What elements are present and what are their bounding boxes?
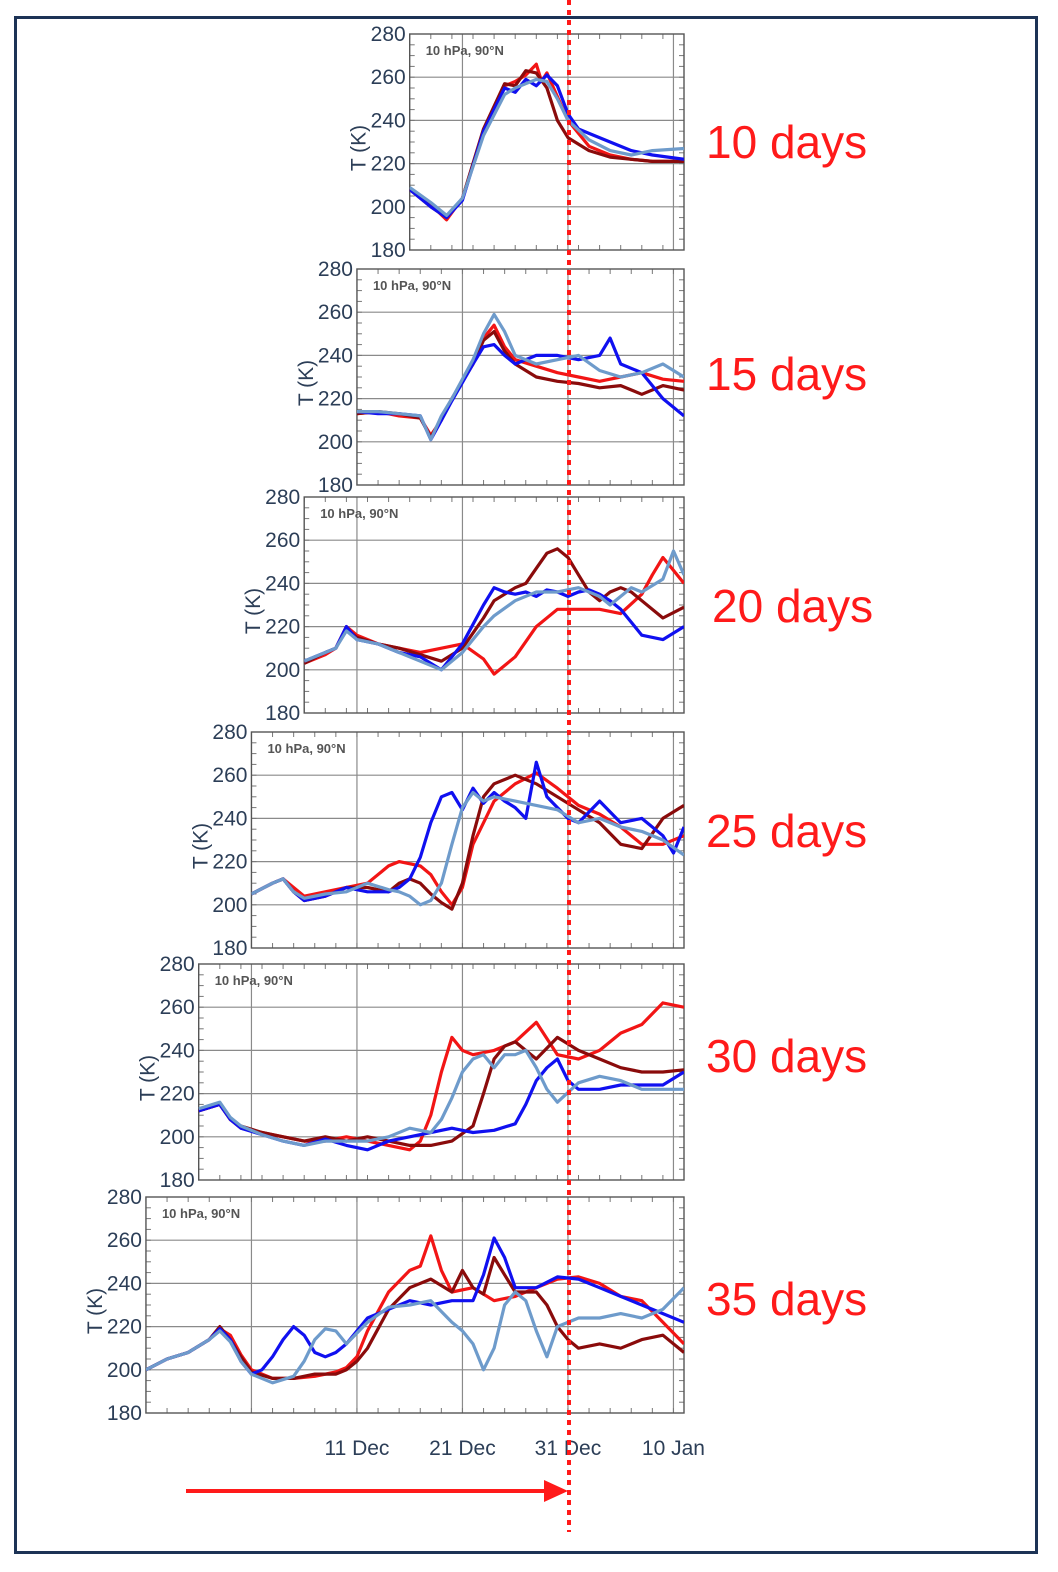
y-tick-label: 220 — [160, 1083, 195, 1106]
plot-area — [303, 496, 685, 714]
y-tick-label: 180 — [160, 1169, 195, 1192]
y-tick-label: 220 — [371, 153, 406, 176]
y-tick-label: 280 — [160, 953, 195, 976]
y-tick-label: 260 — [212, 764, 247, 787]
y-tick-label: 200 — [318, 431, 353, 454]
x-tick-label: 31 Dec — [535, 1437, 602, 1460]
panel-level-tag: 10 hPa, 90°N — [215, 973, 293, 988]
series-line-light-blue — [198, 1048, 684, 1148]
temperature-panel: 180 200 220 240 260 280 10 hPa, 90°N T (K) 25 da… — [189, 721, 867, 960]
plot-area — [250, 731, 685, 949]
y-tick-label: 260 — [318, 301, 353, 324]
lead-time-label: 35 days — [706, 1273, 867, 1325]
series-line-light-blue — [145, 1286, 684, 1385]
temperature-panel: 180 200 220 240 260 280 10 hPa, 90°N T (K) 30 da… — [137, 953, 867, 1192]
y-tick-label: 240 — [212, 807, 247, 830]
y-tick-label: 200 — [107, 1359, 142, 1382]
panel-level-tag: 10 hPa, 90°N — [267, 741, 345, 756]
arrow-head-icon — [544, 1480, 568, 1502]
y-tick-label: 260 — [107, 1229, 142, 1252]
y-tick-label: 240 — [318, 344, 353, 367]
series-line-red — [198, 1001, 684, 1152]
series-line-light-blue — [409, 77, 684, 217]
y-tick-label: 180 — [265, 702, 300, 725]
y-axis-label: T (K) — [295, 360, 318, 406]
x-tick-label: 21 Dec — [429, 1437, 496, 1460]
series-line-blue — [356, 336, 684, 442]
series-line-light-blue — [251, 790, 684, 907]
panel-level-tag: 10 hPa, 90°N — [320, 506, 398, 521]
y-tick-label: 260 — [160, 996, 195, 1019]
y-tick-label: 280 — [318, 258, 353, 281]
y-tick-label: 200 — [212, 894, 247, 917]
series-line-blue — [145, 1236, 684, 1376]
y-tick-label: 200 — [371, 196, 406, 219]
y-tick-label: 220 — [212, 851, 247, 874]
y-tick-label: 240 — [107, 1272, 142, 1295]
series-line-blue — [409, 73, 684, 220]
y-tick-label: 280 — [212, 721, 247, 744]
y-axis-label: T (K) — [137, 1055, 160, 1101]
y-tick-label: 260 — [265, 529, 300, 552]
y-tick-label: 220 — [318, 388, 353, 411]
plot-area — [356, 268, 685, 486]
series-line-dark-red — [251, 773, 684, 911]
plot-area — [145, 1196, 685, 1414]
y-tick-label: 180 — [107, 1402, 142, 1425]
panel-level-tag: 10 hPa, 90°N — [162, 1206, 240, 1221]
y-axis-label: T (K) — [348, 125, 371, 171]
series-line-red — [304, 555, 684, 676]
figure-frame — [14, 16, 1038, 1554]
temperature-panel: 180 200 220 240 260 280 10 hPa, 90°N T (K) 15 da… — [295, 258, 867, 497]
temperature-panel: 180 200 220 240 260 280 10 hPa, 90°N T (K) 10 da… — [348, 23, 867, 262]
y-tick-label: 200 — [160, 1126, 195, 1149]
lead-time-label: 10 days — [706, 116, 867, 168]
y-tick-label: 260 — [371, 66, 406, 89]
series-line-dark-red — [198, 1035, 684, 1148]
y-tick-label: 180 — [318, 474, 353, 497]
temperature-panel: 180 200 220 240 260 280 10 hPa, 90°N T (K) 35 da… — [84, 1186, 867, 1425]
y-tick-label: 220 — [265, 616, 300, 639]
series-line-dark-red — [356, 330, 684, 440]
series-line-red — [356, 323, 684, 437]
panel-level-tag: 10 hPa, 90°N — [426, 43, 504, 58]
series-line-dark-red — [409, 69, 684, 220]
panel-level-tag: 10 hPa, 90°N — [373, 278, 451, 293]
y-tick-label: 240 — [265, 572, 300, 595]
y-tick-label: 280 — [371, 23, 406, 46]
y-axis-label: T (K) — [242, 588, 265, 634]
y-tick-label: 280 — [265, 486, 300, 509]
y-tick-label: 280 — [107, 1186, 142, 1209]
series-line-blue — [251, 760, 684, 903]
x-tick-label: 10 Jan — [642, 1437, 705, 1460]
series-line-red — [251, 771, 684, 907]
x-tick-label: 11 Dec — [324, 1437, 389, 1460]
lead-time-label: 15 days — [706, 348, 867, 400]
y-tick-label: 240 — [160, 1039, 195, 1062]
lead-time-label: 30 days — [706, 1030, 867, 1082]
time-arrow — [186, 1480, 568, 1502]
series-line-red — [145, 1234, 684, 1381]
y-tick-label: 200 — [265, 659, 300, 682]
y-tick-label: 220 — [107, 1316, 142, 1339]
y-axis-label: T (K) — [189, 823, 212, 869]
temperature-panel: 180 200 220 240 260 280 10 hPa, 90°N T (K) 20 da… — [242, 486, 873, 725]
lead-time-label: 25 days — [706, 805, 867, 857]
lead-time-label: 20 days — [712, 580, 873, 632]
series-line-light-blue — [356, 312, 684, 442]
y-tick-label: 180 — [371, 239, 406, 262]
y-axis-label: T (K) — [84, 1288, 107, 1334]
y-tick-label: 240 — [371, 109, 406, 132]
plot-area — [409, 33, 685, 251]
series-line-light-blue — [304, 549, 684, 672]
y-tick-label: 180 — [212, 937, 247, 960]
